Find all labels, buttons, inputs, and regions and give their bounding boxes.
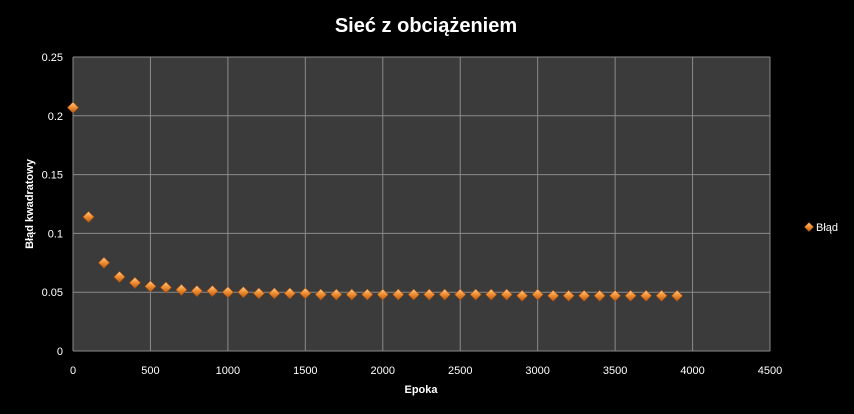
plot-area: [73, 57, 770, 351]
data-point: [144, 280, 157, 293]
x-axis-ticks: 0 500 1000 1500 2000 2500 3000 3500 4000 4500: [70, 365, 782, 377]
data-point: [392, 288, 405, 301]
x-tick-label: 2000: [371, 365, 395, 377]
gridlines: [72, 56, 771, 352]
legend-marker-icon: [804, 222, 814, 232]
x-tick-label: 4500: [758, 365, 782, 377]
x-tick-label: 4000: [680, 365, 704, 377]
data-point: [516, 289, 529, 302]
data-point: [376, 288, 389, 301]
y-tick-label: 0.2: [48, 111, 63, 123]
series-points: [67, 101, 683, 302]
data-point: [190, 285, 203, 297]
data-point: [299, 287, 312, 300]
data-point: [98, 256, 110, 269]
data-point: [500, 288, 513, 301]
data-point: [485, 288, 498, 301]
data-point: [640, 289, 653, 302]
data-point: [361, 288, 374, 301]
x-tick-label: 3000: [525, 365, 549, 377]
x-tick-label: 0: [70, 365, 76, 377]
data-point: [175, 283, 188, 296]
x-tick-label: 500: [141, 365, 159, 377]
data-point: [454, 288, 467, 301]
x-axis-title: Epoka: [404, 384, 438, 396]
data-point: [562, 289, 575, 302]
data-point: [624, 289, 637, 302]
y-axis-title: Błąd kwadratowy: [24, 158, 36, 249]
x-tick-label: 3500: [603, 365, 627, 377]
y-tick-label: 0: [57, 346, 63, 358]
data-point: [609, 289, 622, 302]
chart-title: Sieć z obciążeniem: [335, 15, 517, 37]
data-point: [407, 288, 420, 301]
data-point: [578, 289, 591, 302]
data-point: [237, 286, 250, 299]
data-point: [268, 287, 281, 300]
data-point: [206, 285, 219, 297]
data-point: [547, 289, 560, 302]
data-point: [655, 289, 668, 302]
y-tick-label: 0.25: [42, 52, 63, 64]
data-point: [283, 287, 296, 300]
data-point: [67, 101, 79, 114]
data-point: [330, 288, 343, 301]
y-tick-label: 0.1: [48, 228, 63, 240]
y-axis-ticks: 0 0.05 0.1 0.15 0.2 0.25: [42, 52, 63, 358]
data-point: [160, 281, 172, 294]
data-point: [671, 289, 683, 302]
legend: Błąd: [804, 222, 838, 234]
data-point: [221, 286, 234, 299]
data-point: [129, 276, 141, 289]
data-point: [314, 288, 327, 301]
x-tick-label: 1500: [293, 365, 317, 377]
data-point: [593, 289, 606, 302]
legend-label: Błąd: [816, 222, 838, 234]
data-point: [252, 287, 265, 300]
data-point: [531, 288, 544, 301]
data-point: [469, 288, 482, 301]
data-point: [345, 288, 358, 301]
y-tick-label: 0.15: [42, 170, 63, 182]
x-tick-label: 2500: [448, 365, 472, 377]
data-point: [113, 270, 126, 283]
x-tick-label: 1000: [216, 365, 240, 377]
data-point: [423, 288, 436, 301]
y-tick-label: 0.05: [42, 287, 63, 299]
data-point: [82, 211, 95, 223]
data-point: [438, 288, 451, 301]
